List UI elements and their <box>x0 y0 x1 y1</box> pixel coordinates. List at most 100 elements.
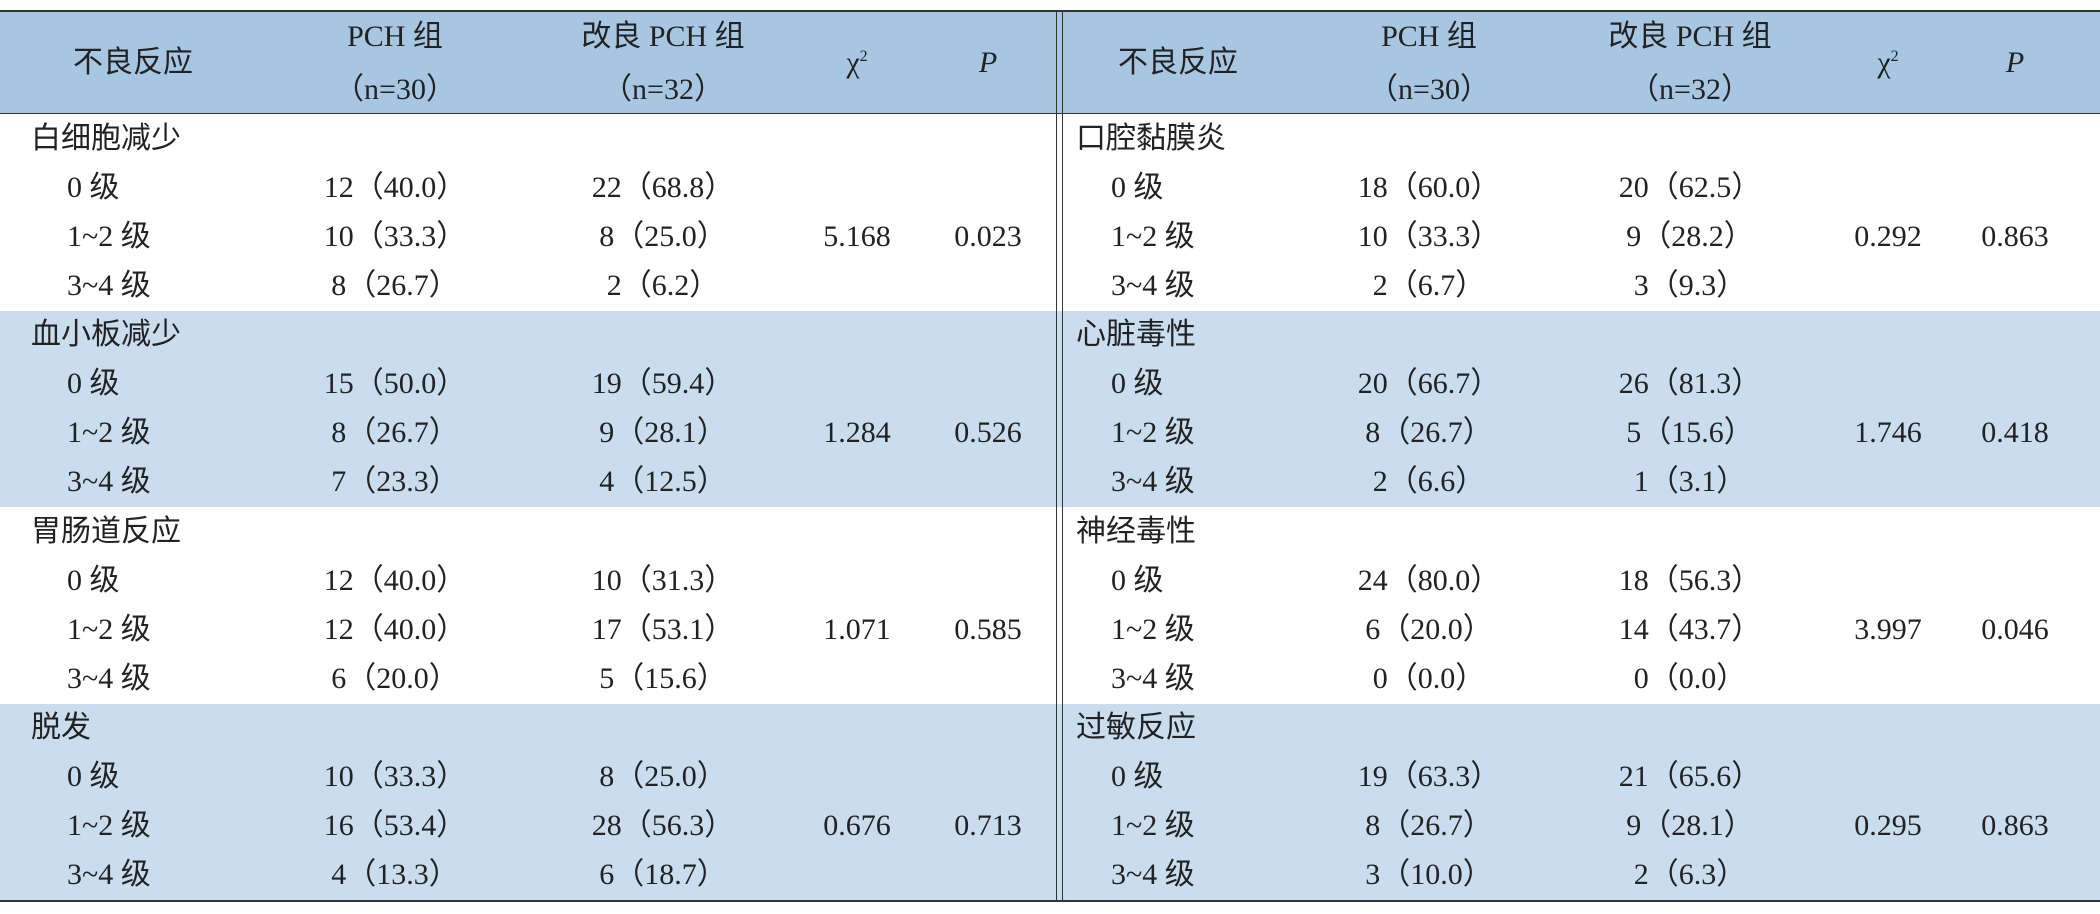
header-band <box>0 11 2100 114</box>
p-value: 0.585 <box>954 612 1022 646</box>
pch-value: 12（40.0） <box>323 170 467 204</box>
bottom-rule <box>0 900 2100 902</box>
improved-value: 8（25.0） <box>599 760 727 794</box>
grade: 0 级 <box>1111 367 1164 401</box>
chi2-value: 0.292 <box>1854 219 1922 253</box>
p-value: 0.023 <box>954 219 1022 253</box>
header-imp-n: （n=32） <box>1629 73 1751 106</box>
pch-value: 2（6.6） <box>1372 465 1486 499</box>
grade: 3~4 级 <box>1111 465 1195 499</box>
improved-value: 5（15.6） <box>1626 416 1754 450</box>
pch-value: 8（26.7） <box>331 268 459 302</box>
group-name: 口腔黏膜炎 <box>1076 121 1226 155</box>
chi2-value: 1.746 <box>1854 416 1922 450</box>
improved-value: 1（3.1） <box>1633 465 1747 499</box>
pch-value: 7（23.3） <box>331 465 459 499</box>
group-name: 过敏反应 <box>1076 711 1196 745</box>
p-value: 0.526 <box>954 416 1022 450</box>
improved-value: 3（9.3） <box>1633 268 1747 302</box>
pch-value: 2（6.7） <box>1372 268 1486 302</box>
improved-value: 9（28.1） <box>599 416 727 450</box>
chi2-value: 1.071 <box>823 612 891 646</box>
pch-value: 12（40.0） <box>323 612 467 646</box>
pch-value: 16（53.4） <box>323 809 467 843</box>
pch-value: 10（33.3） <box>323 760 467 794</box>
pch-value: 8（26.7） <box>1365 809 1493 843</box>
pch-value: 18（60.0） <box>1357 170 1501 204</box>
grade: 1~2 级 <box>67 809 151 843</box>
header-p: P <box>978 46 998 79</box>
improved-value: 21（65.6） <box>1618 760 1762 794</box>
chi2-value: 1.284 <box>823 416 891 450</box>
grade: 0 级 <box>1111 170 1164 204</box>
top-rule <box>0 10 2100 12</box>
group-name: 心脏毒性 <box>1076 318 1196 352</box>
header-pch-n: （n=30） <box>334 73 456 106</box>
grade: 0 级 <box>67 367 120 401</box>
grade: 3~4 级 <box>1111 661 1195 695</box>
improved-value: 17（53.1） <box>591 612 735 646</box>
grade: 3~4 级 <box>67 465 151 499</box>
improved-value: 5（15.6） <box>599 661 727 695</box>
header-p: P <box>2005 46 2025 79</box>
pch-value: 8（26.7） <box>1365 416 1493 450</box>
pch-value: 15（50.0） <box>323 367 467 401</box>
grade: 1~2 级 <box>67 219 151 253</box>
improved-value: 0（0.0） <box>1633 661 1747 695</box>
pch-value: 19（63.3） <box>1357 760 1501 794</box>
chi2-value: 5.168 <box>823 219 891 253</box>
group-name: 胃肠道反应 <box>31 514 181 548</box>
header-rule <box>0 113 2100 114</box>
pch-value: 10（33.3） <box>1357 219 1501 253</box>
chi-sup: 2 <box>1890 48 1899 65</box>
pch-value: 20（66.7） <box>1357 367 1501 401</box>
p-value: 0.418 <box>1981 416 2049 450</box>
group-name: 白细胞减少 <box>31 121 181 155</box>
grade: 0 级 <box>1111 760 1164 794</box>
header-imp-n: （n=32） <box>602 73 724 106</box>
p-value: 0.863 <box>1981 219 2049 253</box>
chi2-value: 0.295 <box>1854 809 1922 843</box>
header-pch: PCH 组 <box>1381 20 1477 53</box>
group-name: 神经毒性 <box>1076 514 1196 548</box>
p-value: 0.046 <box>1981 612 2049 646</box>
header-imp: 改良 PCH 组 <box>581 20 745 53</box>
grade: 3~4 级 <box>1111 268 1195 302</box>
pch-value: 10（33.3） <box>323 219 467 253</box>
improved-value: 22（68.8） <box>591 170 735 204</box>
improved-value: 18（56.3） <box>1618 563 1762 597</box>
chi-symbol: χ <box>846 46 860 79</box>
header-pch-n: （n=30） <box>1368 73 1490 106</box>
improved-value: 2（6.3） <box>1633 858 1747 892</box>
pch-value: 6（20.0） <box>1365 612 1493 646</box>
improved-value: 26（81.3） <box>1618 367 1762 401</box>
pch-value: 8（26.7） <box>331 416 459 450</box>
p-value: 0.713 <box>954 809 1022 843</box>
pch-value: 6（20.0） <box>331 661 459 695</box>
improved-value: 9（28.1） <box>1626 809 1754 843</box>
row-band <box>0 310 2100 507</box>
grade: 1~2 级 <box>67 612 151 646</box>
grade: 0 级 <box>1111 563 1164 597</box>
grade: 0 级 <box>67 563 120 597</box>
grade: 1~2 级 <box>1111 219 1195 253</box>
improved-value: 20（62.5） <box>1618 170 1762 204</box>
grade: 3~4 级 <box>1111 858 1195 892</box>
chi-sup: 2 <box>859 48 868 65</box>
header-pch: PCH 组 <box>347 20 443 53</box>
pch-value: 12（40.0） <box>323 563 467 597</box>
grade: 1~2 级 <box>1111 809 1195 843</box>
grade: 3~4 级 <box>67 858 151 892</box>
improved-value: 19（59.4） <box>591 367 735 401</box>
group-name: 血小板减少 <box>31 318 181 352</box>
improved-value: 10（31.3） <box>591 563 735 597</box>
header-chi: χ2 <box>1877 48 1898 78</box>
grade: 1~2 级 <box>67 416 151 450</box>
grade: 1~2 级 <box>1111 612 1195 646</box>
divider <box>1062 11 1063 901</box>
chi2-value: 0.676 <box>823 809 891 843</box>
improved-value: 14（43.7） <box>1618 612 1762 646</box>
header-adverse: 不良反应 <box>1118 46 1238 79</box>
improved-value: 8（25.0） <box>599 219 727 253</box>
